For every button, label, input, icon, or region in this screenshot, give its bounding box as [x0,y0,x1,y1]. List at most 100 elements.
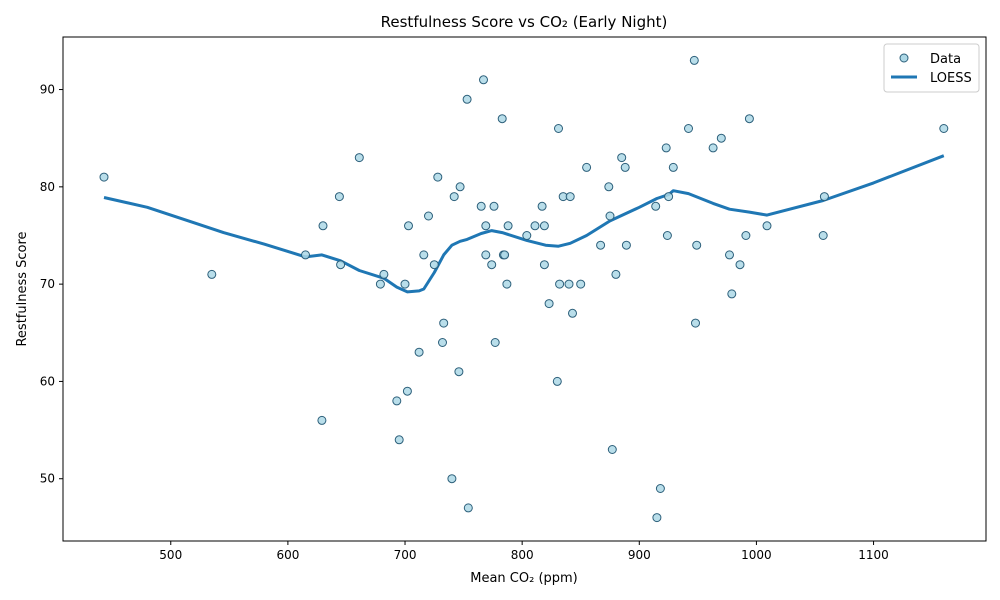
data-point [691,318,700,328]
data-point [576,279,586,289]
y-axis-title: Restfulness Score [15,231,30,346]
data-point [744,114,754,124]
data-point [99,172,109,182]
data-point [716,133,726,143]
data-point [497,114,507,124]
plot-frame [62,36,987,542]
data-point [596,240,606,250]
data-point [537,201,547,211]
data-point [539,260,549,270]
data-point [414,347,424,357]
data-point [476,201,486,211]
x-tick-label: 800 [511,548,534,562]
data-point [620,162,630,172]
data-point [530,221,540,231]
data-point [554,124,563,133]
data-point [604,182,614,192]
chart-title: Restfulness Score vs CO₂ (Early Night) [381,13,668,31]
data-point [689,55,699,65]
data-point [424,211,433,221]
data-point [392,396,402,406]
x-tick-label: 1100 [858,548,889,562]
y-tick-label: 80 [40,180,55,194]
data-point [394,435,404,445]
data-point [454,367,464,377]
y-tick-label: 60 [40,374,55,388]
data-point [479,75,488,85]
data-point [334,192,344,202]
x-tick-label: 500 [159,548,182,562]
data-point [662,231,672,240]
y-axis-ticks: 50 60 70 80 90 [40,83,63,486]
data-points-layer [99,55,949,523]
data-point [301,250,310,260]
data-point [565,192,575,202]
y-tick-label: 70 [40,277,55,291]
data-point [651,201,661,211]
x-tick-label: 600 [276,548,299,562]
data-point [605,211,615,221]
x-tick-label: 700 [394,548,417,562]
data-point [762,221,772,231]
data-point [692,240,702,250]
data-point [318,221,328,231]
data-point [735,260,745,270]
data-point [207,269,217,279]
y-tick-label: 50 [40,472,55,486]
data-point [564,279,574,289]
data-point [489,201,499,211]
y-tick-label: 90 [40,83,55,97]
data-point [684,124,693,133]
data-point [336,260,346,270]
data-point [655,484,665,493]
data-point [611,269,621,279]
data-point [481,250,491,260]
data-point [502,279,512,289]
data-point [621,240,631,250]
data-point [404,221,413,231]
data-point [400,279,410,289]
data-point [668,162,678,172]
data-point [555,279,565,289]
data-point [317,415,327,425]
data-point [725,250,734,260]
x-tick-label: 900 [628,548,651,562]
data-point [481,221,491,231]
legend-data-marker [899,53,909,63]
data-point [438,338,447,347]
data-point [375,279,385,289]
legend: Data LOESS [883,43,980,93]
legend-loess-label: LOESS [930,71,972,86]
data-point [708,143,718,153]
data-point [568,308,577,318]
data-point [539,221,549,231]
data-point [379,269,389,279]
loess-line-layer [103,154,945,294]
data-point [455,182,465,192]
data-point [402,386,412,396]
data-point [664,192,674,202]
data-point [552,376,562,386]
data-point [607,445,617,454]
data-point [818,231,828,240]
data-point [741,231,751,240]
data-point [503,221,513,231]
data-point [939,124,949,133]
data-point [500,250,510,260]
data-point [419,250,429,260]
data-point [617,153,627,163]
data-point [490,338,500,347]
data-point [661,143,671,153]
data-point [429,260,439,270]
data-point [522,231,532,240]
data-point [354,153,364,163]
data-point [449,192,459,202]
x-axis-ticks: 500 600 700 800 900 1000 1100 [159,541,889,562]
data-point [447,474,457,484]
x-axis-title: Mean CO₂ (ppm) [470,571,578,586]
data-point [463,503,473,513]
data-point [439,318,449,328]
data-point [433,172,443,182]
